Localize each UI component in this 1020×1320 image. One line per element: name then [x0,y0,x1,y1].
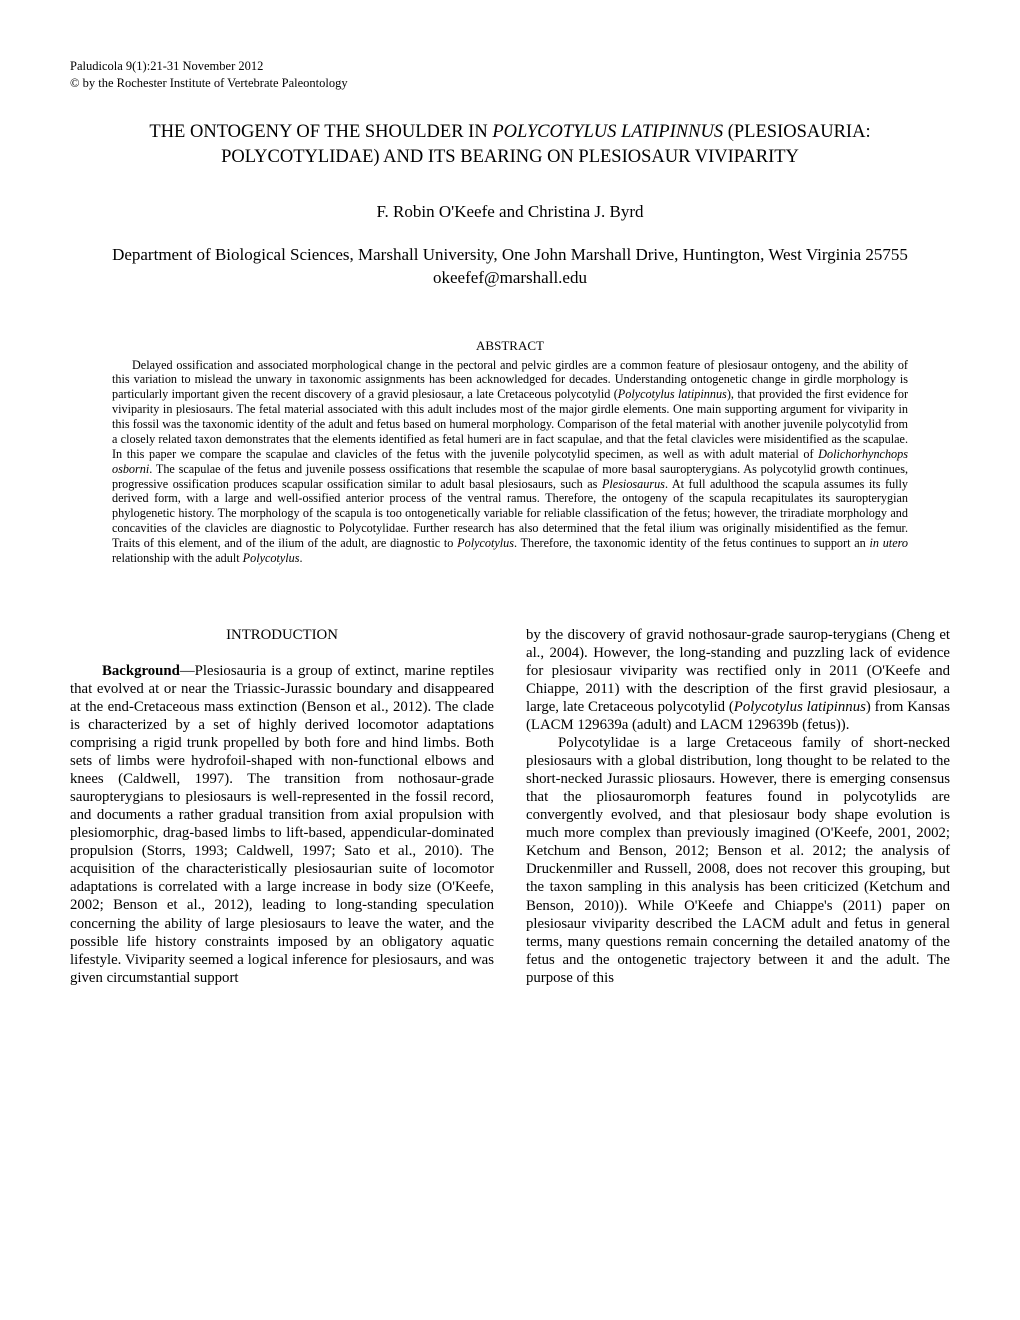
intro-paragraph-1: Background—Plesiosauria is a group of ex… [70,662,494,987]
title-pre: THE ONTOGENY OF THE SHOULDER IN [149,122,492,142]
abstract-italic-1: Polycotylus latipinnus [618,387,727,401]
paper-title: THE ONTOGENY OF THE SHOULDER IN POLYCOTY… [70,120,950,170]
journal-line-2: © by the Rochester Institute of Vertebra… [70,75,950,92]
affiliation-email: okeefef@marshall.edu [70,267,950,290]
column-left: INTRODUCTION Background—Plesiosauria is … [70,626,494,987]
title-taxon: POLYCOTYLUS LATIPINNUS [492,122,723,142]
abstract-body: Delayed ossification and associated morp… [112,358,908,566]
abstract-text-7: . [300,551,303,565]
abstract-label: ABSTRACT [70,338,950,354]
background-label: Background [102,663,180,679]
column-right: by the discovery of gravid nothosaur-gra… [526,626,950,987]
abstract-italic-4: Polycotylus [457,536,514,550]
abstract-text-6: relationship with the adult [112,551,243,565]
intro-col2-paragraph-2: Polycotylidae is a large Cretaceous fami… [526,734,950,987]
intro-col2-paragraph-1: by the discovery of gravid nothosaur-gra… [526,626,950,734]
abstract-text-5: . Therefore, the taxonomic identity of t… [514,536,869,550]
abstract-italic-5: in utero [869,536,908,550]
abstract-italic-3: Plesiosaurus [602,477,665,491]
journal-line-1: Paludicola 9(1):21-31 November 2012 [70,58,950,75]
body-columns: INTRODUCTION Background—Plesiosauria is … [70,626,950,987]
intro-col2-p1-italic: Polycotylus latipinnus [734,699,866,715]
abstract-italic-6: Polycotylus [243,551,300,565]
introduction-heading: INTRODUCTION [70,626,494,644]
affiliation: Department of Biological Sciences, Marsh… [70,244,950,290]
intro-col1-text: —Plesiosauria is a group of extinct, mar… [70,663,494,986]
authors: F. Robin O'Keefe and Christina J. Byrd [70,202,950,222]
journal-meta: Paludicola 9(1):21-31 November 2012 © by… [70,58,950,92]
affiliation-line-1: Department of Biological Sciences, Marsh… [70,244,950,267]
